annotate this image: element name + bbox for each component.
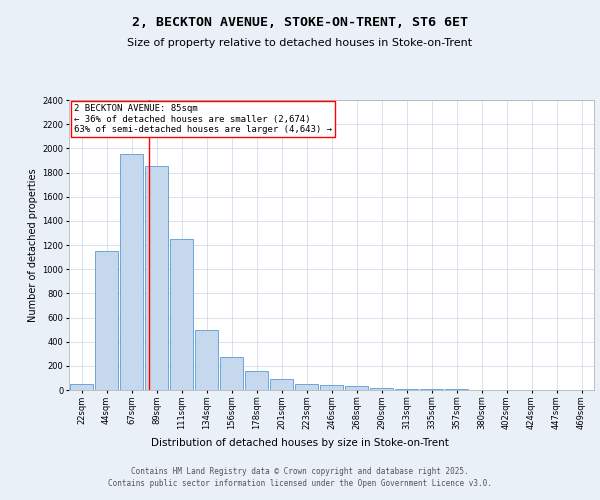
Bar xyxy=(220,358,243,390)
Bar xyxy=(70,384,93,390)
Bar xyxy=(370,388,393,390)
Bar xyxy=(170,239,193,390)
Bar xyxy=(420,389,443,390)
Bar xyxy=(245,370,268,390)
Bar xyxy=(345,386,368,390)
Text: Contains HM Land Registry data © Crown copyright and database right 2025.: Contains HM Land Registry data © Crown c… xyxy=(131,467,469,476)
Bar xyxy=(120,154,143,390)
Bar xyxy=(95,251,118,390)
Bar xyxy=(145,166,168,390)
Bar xyxy=(195,330,218,390)
Text: Distribution of detached houses by size in Stoke-on-Trent: Distribution of detached houses by size … xyxy=(151,438,449,448)
Text: 2, BECKTON AVENUE, STOKE-ON-TRENT, ST6 6ET: 2, BECKTON AVENUE, STOKE-ON-TRENT, ST6 6… xyxy=(132,16,468,29)
Bar xyxy=(295,384,318,390)
Bar xyxy=(395,389,418,390)
Text: Contains public sector information licensed under the Open Government Licence v3: Contains public sector information licen… xyxy=(108,480,492,488)
Y-axis label: Number of detached properties: Number of detached properties xyxy=(28,168,38,322)
Bar xyxy=(320,385,343,390)
Text: 2 BECKTON AVENUE: 85sqm
← 36% of detached houses are smaller (2,674)
63% of semi: 2 BECKTON AVENUE: 85sqm ← 36% of detache… xyxy=(74,104,332,134)
Text: Size of property relative to detached houses in Stoke-on-Trent: Size of property relative to detached ho… xyxy=(127,38,473,48)
Bar xyxy=(270,379,293,390)
